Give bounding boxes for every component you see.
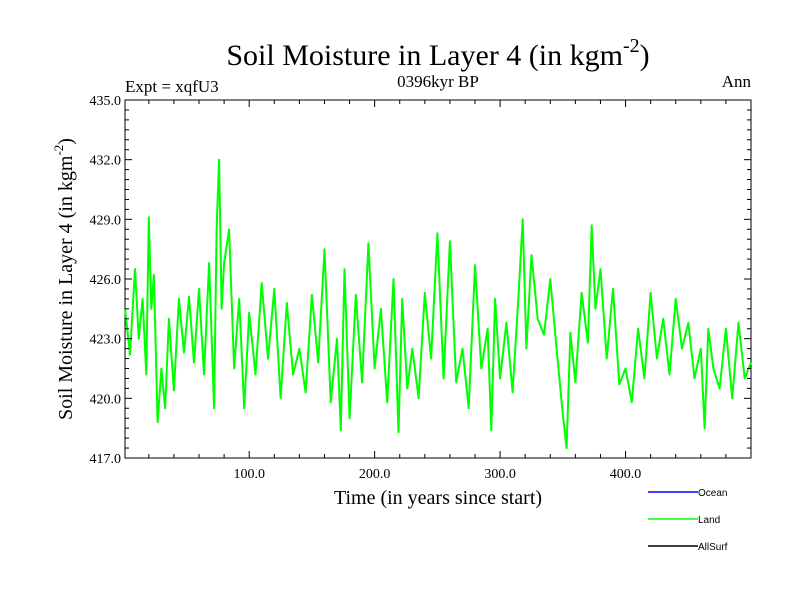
legend: Ocean Land AllSurf [648,488,728,553]
y-tick-label: 420.0 [90,392,122,407]
y-axis-label: Soil Moisture in Layer 4 (in kgm-2) [51,138,77,420]
y-tick-label: 432.0 [90,154,122,169]
x-axis-label: Time (in years since start) [334,487,542,509]
chart-subtitle: 0396kyr BP [397,72,479,91]
legend-label-allsurf: AllSurf [698,542,728,553]
legend-label-ocean: Ocean [698,488,727,499]
x-tick-label: 100.0 [233,467,265,482]
y-tick-label: 426.0 [90,273,122,288]
legend-label-land: Land [698,515,720,526]
y-tick-label: 435.0 [90,94,122,109]
x-tick-label: 400.0 [610,467,642,482]
experiment-label: Expt = xqfU3 [125,77,219,96]
y-tick-label: 429.0 [90,213,122,228]
plot-frame [124,99,752,459]
x-tick-label: 300.0 [484,467,516,482]
x-tick-label: 200.0 [359,467,391,482]
chart-title: Soil Moisture in Layer 4 (in kgm-2) [226,35,649,72]
season-label: Ann [722,72,752,91]
y-tick-label: 423.0 [90,333,122,348]
series-line-land [124,158,752,450]
y-tick-label: 417.0 [90,452,122,467]
